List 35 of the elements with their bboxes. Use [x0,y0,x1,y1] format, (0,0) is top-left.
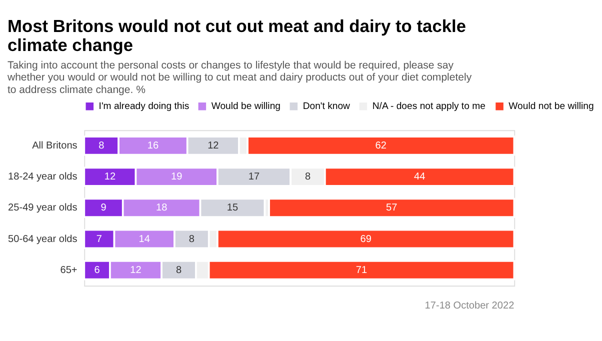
data-label: 57 [386,202,398,214]
data-label: 12 [104,172,116,183]
y-tick-label: 18-24 year olds [8,172,78,183]
data-label: 8 [98,140,105,152]
data-label: 62 [375,140,387,152]
data-label: 9 [100,202,107,214]
data-label: 8 [304,172,311,183]
chart-title: Most Britons would not cut out meat and dairy to tackle climate change [7,16,466,56]
data-label: 15 [226,202,239,214]
data-label: 17 [248,172,260,183]
bar [268,198,516,218]
legend-label: Would be willing [211,101,280,112]
data-label: 12 [208,140,220,152]
data-label: 14 [138,234,150,245]
y-tick-label: 25-49 year olds [8,202,78,214]
data-label: 19 [171,172,183,183]
data-label: 71 [356,264,368,276]
legend-label: N/A - does not apply to me [372,101,486,112]
data-label: 69 [360,234,372,245]
data-label: 12 [130,264,142,276]
data-label: 44 [414,172,426,183]
chart-subtitle: Taking into account the personal costs or changes to lifestyle that would be required, please say whether you would or would not be willing to cut meat and dairy products out of your diet completely to address climate change. % [6,59,472,96]
data-label: 16 [147,140,159,152]
data-label: 6 [94,264,100,276]
data-label: 18 [156,202,168,214]
y-tick-label: 65+ [60,264,78,276]
y-tick-label: All Britons [32,140,78,152]
text: 17-18 October 2022 [424,300,515,312]
legend-label: Would not be willing [508,101,594,112]
data-label: 8 [176,264,182,276]
legend-label: Don't know [302,101,350,112]
y-tick-label: 50-64 year olds [8,234,78,245]
data-label: 7 [96,234,102,245]
legend-label: I'm already doing this [98,101,190,112]
data-label: 8 [188,234,195,245]
